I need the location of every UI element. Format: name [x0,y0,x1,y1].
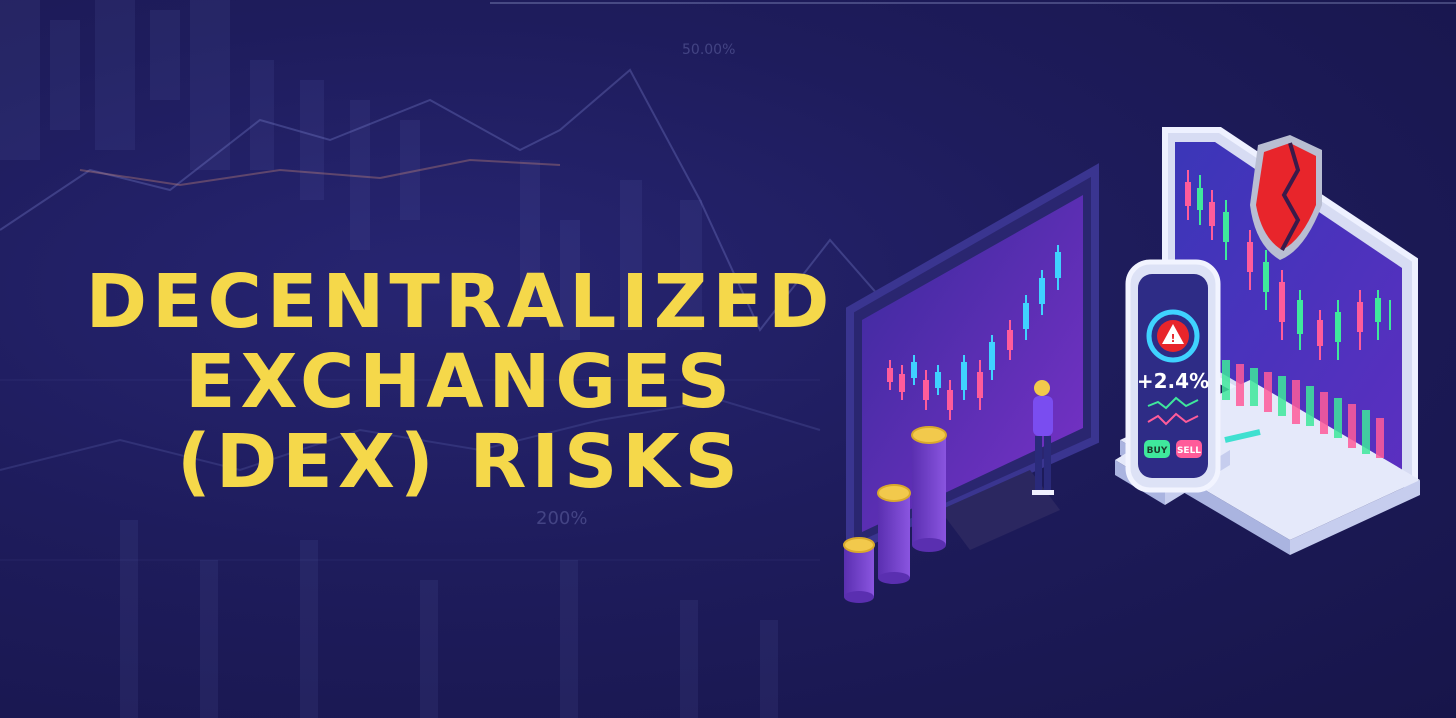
phone-change-value: +2.4% [1137,369,1209,393]
broken-shield-icon [1250,135,1322,260]
background-percent-label: 200% [536,508,588,529]
buy-button-label: BUY [1147,446,1168,456]
coin-stacks [843,426,947,603]
buy-button[interactable] [1144,440,1170,458]
background-percent-label-top: 50.00% [682,42,736,58]
headline-line-2: EXCHANGES [185,339,735,425]
sell-button[interactable] [1176,440,1202,458]
headline: DECENTRALIZED EXCHANGES (DEX) RISKS [60,262,860,502]
phone: ! +2.4% BUY SELL [1115,259,1261,505]
sell-button-label: SELL [1177,446,1201,456]
warning-icon: ! [1170,332,1175,345]
headline-line-1: DECENTRALIZED [85,259,835,345]
person-figure [1032,380,1054,495]
trading-illustration: ! +2.4% BUY SELL [843,127,1420,603]
headline-line-3: (DEX) RISKS [177,419,743,505]
